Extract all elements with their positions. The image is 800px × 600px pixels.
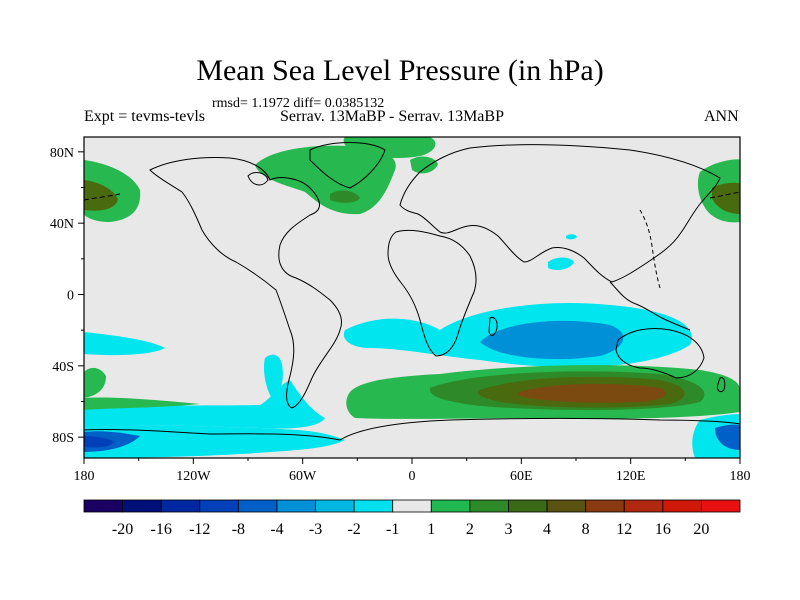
darkgreen-north-pacific-east bbox=[712, 182, 740, 214]
lon-tick-label: 0 bbox=[409, 469, 416, 484]
colorbar-label: 2 bbox=[466, 521, 474, 538]
colorbar-swatch bbox=[83, 499, 123, 513]
map-fields bbox=[84, 137, 740, 458]
colorbar-label: 20 bbox=[693, 521, 709, 538]
colorbar-swatch bbox=[585, 499, 625, 513]
lat-tick-label: 80N bbox=[50, 146, 74, 161]
coast-hudson bbox=[247, 172, 269, 186]
colorbar: -20 -16 -12 -8 -4 -3 -2 -1 1 2 3 4 8 12 16 20 bbox=[83, 499, 741, 538]
antarctic-blue-east bbox=[715, 424, 740, 450]
colorbar-swatch bbox=[430, 499, 471, 513]
lat-tick-label: 40N bbox=[50, 217, 74, 232]
lon-tick-label: 120W bbox=[176, 469, 211, 484]
brown-core-south bbox=[517, 383, 666, 403]
colorbar-label: 12 bbox=[616, 521, 632, 538]
colorbar-swatch bbox=[662, 499, 702, 513]
cyan-patch-south-america bbox=[263, 354, 283, 398]
colorbar-swatch bbox=[122, 499, 162, 513]
coast-greenland bbox=[309, 142, 386, 189]
cyan-band-south-pacific bbox=[84, 332, 165, 356]
colorbar-label: -16 bbox=[151, 521, 172, 538]
colorbar-swatch bbox=[276, 499, 316, 513]
colorbar-label: 3 bbox=[504, 521, 512, 538]
colorbar-label: -1 bbox=[386, 521, 399, 538]
coast-antarctica bbox=[84, 418, 740, 441]
coast-north-america bbox=[149, 157, 343, 409]
colorbar-label: -12 bbox=[189, 521, 210, 538]
blue-core-indian-ocean bbox=[480, 320, 624, 360]
coast-new-zealand bbox=[717, 377, 726, 393]
lon-tick-label: 180 bbox=[730, 469, 751, 484]
colorbar-swatch bbox=[392, 499, 432, 513]
map-axes: 180 120W 60W 0 60E 120E 180 80N 40N 0 40S 80S bbox=[50, 146, 751, 484]
colorbar-label: -4 bbox=[270, 521, 283, 538]
coast-pacific-dashed-west bbox=[84, 193, 121, 201]
chart-subtitle: rmsd= 1.1972 diff= 0.0385132 bbox=[212, 96, 385, 111]
chart-title: Mean Sea Level Pressure (in hPa) bbox=[196, 54, 604, 87]
darkgreen-north-pacific-west bbox=[84, 180, 118, 211]
darkgreen-greenland-south bbox=[330, 190, 360, 203]
lon-tick-label: 60W bbox=[289, 469, 317, 484]
lon-tick-label: 120E bbox=[616, 469, 646, 484]
season-label: ANN bbox=[704, 108, 739, 125]
lat-tick-label: 40S bbox=[52, 360, 74, 375]
colorbar-label: 8 bbox=[582, 521, 590, 538]
green-belt-south-west-2 bbox=[84, 397, 200, 410]
lon-tick-label: 60E bbox=[510, 469, 533, 484]
colorbar-label: -20 bbox=[112, 521, 133, 538]
green-north-america bbox=[255, 145, 396, 215]
colorbar-swatch bbox=[546, 499, 587, 513]
cyan-india-small bbox=[566, 234, 577, 240]
colorbar-swatch bbox=[237, 499, 278, 513]
colorbar-swatch bbox=[353, 499, 394, 513]
coastlines bbox=[84, 142, 740, 441]
colorbar-swatch bbox=[508, 499, 548, 513]
colorbar-swatch bbox=[199, 499, 239, 513]
colorbar-swatch bbox=[469, 499, 509, 513]
green-belt-south-west bbox=[84, 367, 106, 398]
period-label: Serrav. 13MaBP - Serrav. 13MaBP bbox=[280, 108, 504, 125]
antarctic-darkblue-west bbox=[84, 436, 115, 448]
colorbar-swatch bbox=[315, 499, 355, 513]
lat-tick-label: 0 bbox=[67, 289, 74, 304]
coast-japan-dashed bbox=[639, 209, 661, 289]
coast-africa bbox=[387, 229, 477, 357]
coast-southeast-asia bbox=[609, 281, 691, 331]
cyan-band-southern-ocean bbox=[84, 380, 325, 429]
experiment-label: Expt = tevms-tevls bbox=[84, 108, 206, 125]
green-scandinavia bbox=[410, 156, 438, 174]
colorbar-swatch bbox=[701, 499, 741, 513]
coast-madagascar bbox=[488, 317, 498, 336]
green-arctic-atlantic bbox=[343, 137, 436, 158]
coast-pacific-dashed-east bbox=[709, 191, 740, 199]
lat-tick-label: 80S bbox=[52, 431, 74, 446]
colorbar-label: -2 bbox=[347, 521, 360, 538]
colorbar-swatch bbox=[160, 499, 201, 513]
colorbar-label: 1 bbox=[427, 521, 435, 538]
colorbar-label: 4 bbox=[543, 521, 551, 538]
cyan-arabian-sea bbox=[548, 257, 574, 270]
colorbar-label: 16 bbox=[655, 521, 671, 538]
lon-tick-label: 180 bbox=[74, 469, 95, 484]
colorbar-label: -3 bbox=[309, 521, 322, 538]
coast-australia bbox=[615, 327, 705, 379]
colorbar-swatch bbox=[623, 499, 664, 513]
colorbar-label: -8 bbox=[232, 521, 245, 538]
coast-eurasia bbox=[399, 144, 721, 283]
